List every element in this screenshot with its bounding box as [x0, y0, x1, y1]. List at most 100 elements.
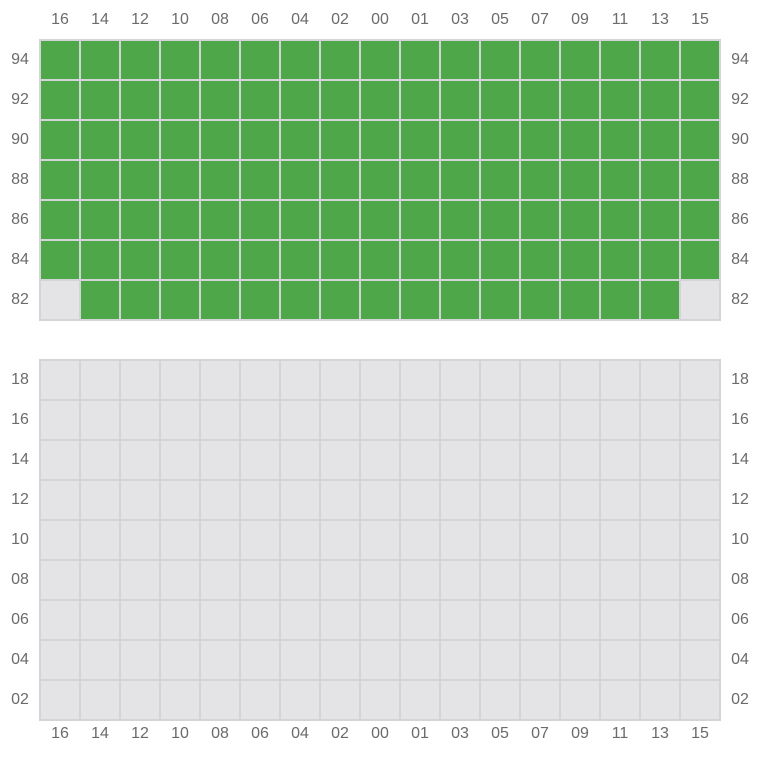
slot-cell[interactable]: [239, 359, 281, 401]
slot-cell[interactable]: [399, 359, 441, 401]
slot-cell[interactable]: [359, 119, 401, 161]
slot-cell[interactable]: [199, 679, 241, 721]
slot-cell[interactable]: [119, 39, 161, 81]
slot-cell[interactable]: [599, 79, 641, 121]
slot-cell[interactable]: [159, 359, 201, 401]
slot-cell[interactable]: [599, 399, 641, 441]
slot-cell[interactable]: [439, 199, 481, 241]
slot-cell[interactable]: [119, 439, 161, 481]
slot-cell[interactable]: [679, 559, 721, 601]
slot-cell[interactable]: [319, 279, 361, 321]
slot-cell[interactable]: [279, 119, 321, 161]
slot-cell[interactable]: [39, 79, 81, 121]
slot-cell[interactable]: [639, 359, 681, 401]
slot-cell[interactable]: [239, 479, 281, 521]
slot-cell[interactable]: [79, 639, 121, 681]
slot-cell[interactable]: [599, 39, 641, 81]
slot-cell[interactable]: [199, 439, 241, 481]
slot-cell[interactable]: [519, 359, 561, 401]
slot-cell[interactable]: [399, 239, 441, 281]
slot-cell[interactable]: [279, 479, 321, 521]
slot-cell[interactable]: [479, 639, 521, 681]
slot-cell[interactable]: [319, 479, 361, 521]
slot-cell[interactable]: [439, 559, 481, 601]
slot-cell[interactable]: [559, 399, 601, 441]
slot-cell[interactable]: [479, 439, 521, 481]
slot-cell[interactable]: [399, 119, 441, 161]
slot-cell[interactable]: [399, 439, 441, 481]
slot-cell[interactable]: [519, 559, 561, 601]
slot-cell[interactable]: [359, 199, 401, 241]
slot-cell[interactable]: [559, 439, 601, 481]
slot-cell[interactable]: [519, 279, 561, 321]
slot-cell[interactable]: [639, 399, 681, 441]
slot-cell[interactable]: [559, 39, 601, 81]
slot-cell[interactable]: [79, 39, 121, 81]
slot-cell[interactable]: [39, 239, 81, 281]
slot-cell[interactable]: [479, 599, 521, 641]
slot-cell[interactable]: [319, 199, 361, 241]
slot-cell[interactable]: [319, 39, 361, 81]
slot-cell[interactable]: [639, 239, 681, 281]
slot-cell[interactable]: [399, 679, 441, 721]
slot-cell[interactable]: [679, 199, 721, 241]
slot-cell[interactable]: [559, 239, 601, 281]
slot-cell[interactable]: [679, 639, 721, 681]
slot-cell[interactable]: [359, 519, 401, 561]
slot-cell[interactable]: [359, 439, 401, 481]
slot-cell[interactable]: [319, 359, 361, 401]
slot-cell[interactable]: [279, 39, 321, 81]
slot-cell[interactable]: [39, 359, 81, 401]
slot-cell[interactable]: [79, 239, 121, 281]
slot-cell[interactable]: [519, 479, 561, 521]
slot-cell[interactable]: [359, 279, 401, 321]
slot-cell[interactable]: [519, 39, 561, 81]
slot-cell[interactable]: [639, 79, 681, 121]
slot-cell[interactable]: [559, 479, 601, 521]
slot-cell[interactable]: [239, 159, 281, 201]
slot-cell[interactable]: [319, 599, 361, 641]
slot-cell[interactable]: [79, 359, 121, 401]
slot-cell[interactable]: [439, 279, 481, 321]
slot-cell[interactable]: [279, 439, 321, 481]
slot-cell[interactable]: [159, 399, 201, 441]
slot-cell[interactable]: [159, 79, 201, 121]
slot-cell[interactable]: [119, 199, 161, 241]
slot-cell[interactable]: [199, 399, 241, 441]
slot-cell[interactable]: [319, 79, 361, 121]
slot-cell[interactable]: [479, 279, 521, 321]
slot-cell[interactable]: [279, 79, 321, 121]
slot-cell[interactable]: [439, 599, 481, 641]
slot-cell[interactable]: [279, 639, 321, 681]
slot-cell[interactable]: [479, 159, 521, 201]
slot-cell[interactable]: [159, 279, 201, 321]
slot-cell[interactable]: [199, 39, 241, 81]
slot-cell[interactable]: [359, 639, 401, 681]
slot-cell[interactable]: [599, 479, 641, 521]
slot-cell[interactable]: [439, 439, 481, 481]
slot-cell[interactable]: [479, 199, 521, 241]
slot-cell[interactable]: [559, 159, 601, 201]
slot-cell[interactable]: [359, 679, 401, 721]
slot-cell[interactable]: [679, 479, 721, 521]
slot-cell[interactable]: [479, 479, 521, 521]
slot-cell[interactable]: [119, 359, 161, 401]
slot-cell[interactable]: [639, 599, 681, 641]
slot-cell[interactable]: [39, 199, 81, 241]
slot-cell[interactable]: [79, 159, 121, 201]
slot-cell[interactable]: [79, 399, 121, 441]
slot-cell[interactable]: [279, 599, 321, 641]
slot-cell[interactable]: [279, 519, 321, 561]
slot-cell[interactable]: [279, 359, 321, 401]
slot-cell[interactable]: [599, 119, 641, 161]
slot-cell[interactable]: [439, 519, 481, 561]
slot-cell[interactable]: [519, 639, 561, 681]
slot-cell[interactable]: [119, 519, 161, 561]
slot-cell[interactable]: [519, 239, 561, 281]
slot-cell[interactable]: [399, 279, 441, 321]
slot-cell[interactable]: [359, 399, 401, 441]
slot-cell[interactable]: [599, 679, 641, 721]
slot-cell[interactable]: [319, 239, 361, 281]
slot-cell[interactable]: [319, 639, 361, 681]
slot-cell[interactable]: [399, 159, 441, 201]
